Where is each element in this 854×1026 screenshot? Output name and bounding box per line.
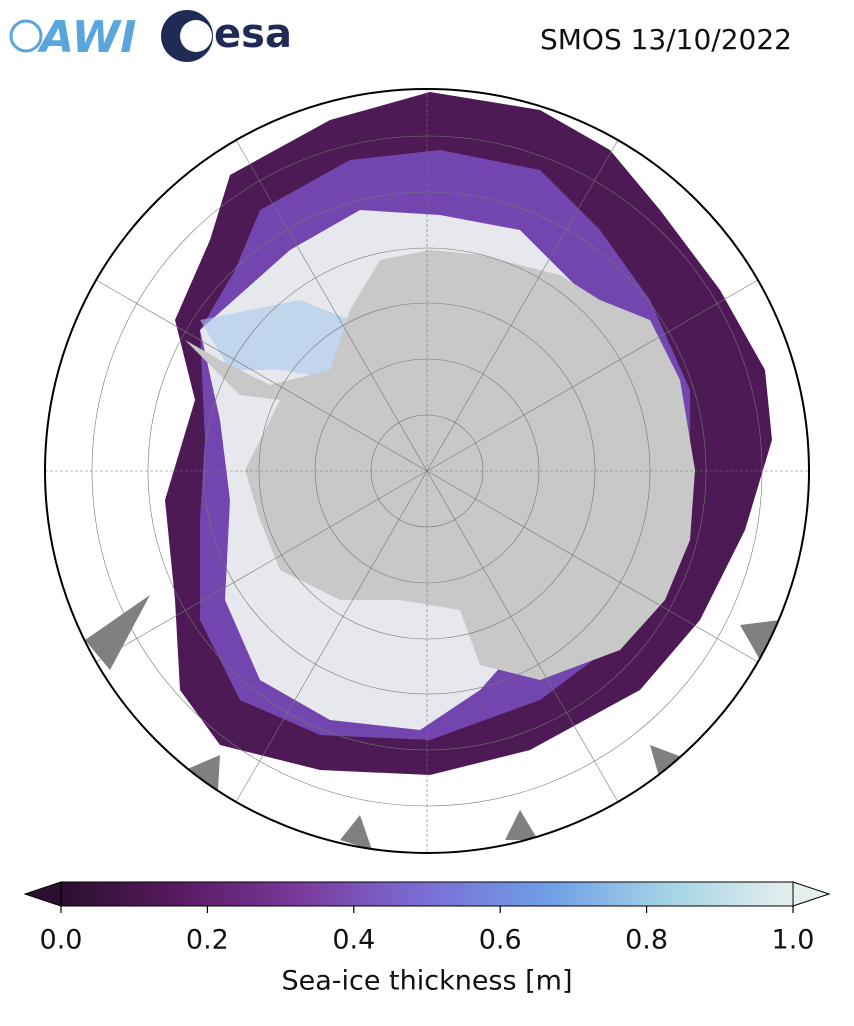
colorbar-tick-label: 0.4 <box>332 925 375 956</box>
logo-text: esa <box>214 11 292 57</box>
awi-logo: AWI <box>9 12 137 63</box>
colorbar-extension <box>23 881 62 907</box>
colorbar-label: Sea-ice thickness [m] <box>281 966 572 997</box>
colorbar-extension <box>792 881 831 907</box>
logo-text: AWI <box>37 12 137 63</box>
colorbar-tick-label: 0.8 <box>625 925 668 956</box>
map-title: SMOS 13/10/2022 <box>540 23 792 56</box>
colorbar-bar <box>60 881 794 907</box>
map-border <box>44 88 810 854</box>
esa-logo: esa <box>161 10 292 62</box>
land-fragments <box>85 595 780 850</box>
colorbar: 0.0 0.2 0.4 0.6 0.8 1.0 <box>23 881 831 956</box>
colorbar-tick-label: 0.2 <box>186 925 229 956</box>
colorbar-tick-label: 0.6 <box>479 925 522 956</box>
map <box>45 89 809 853</box>
colorbar-tick-label: 1.0 <box>772 925 815 956</box>
colorbar-tick-label: 0.0 <box>40 925 83 956</box>
graticule <box>45 89 809 853</box>
